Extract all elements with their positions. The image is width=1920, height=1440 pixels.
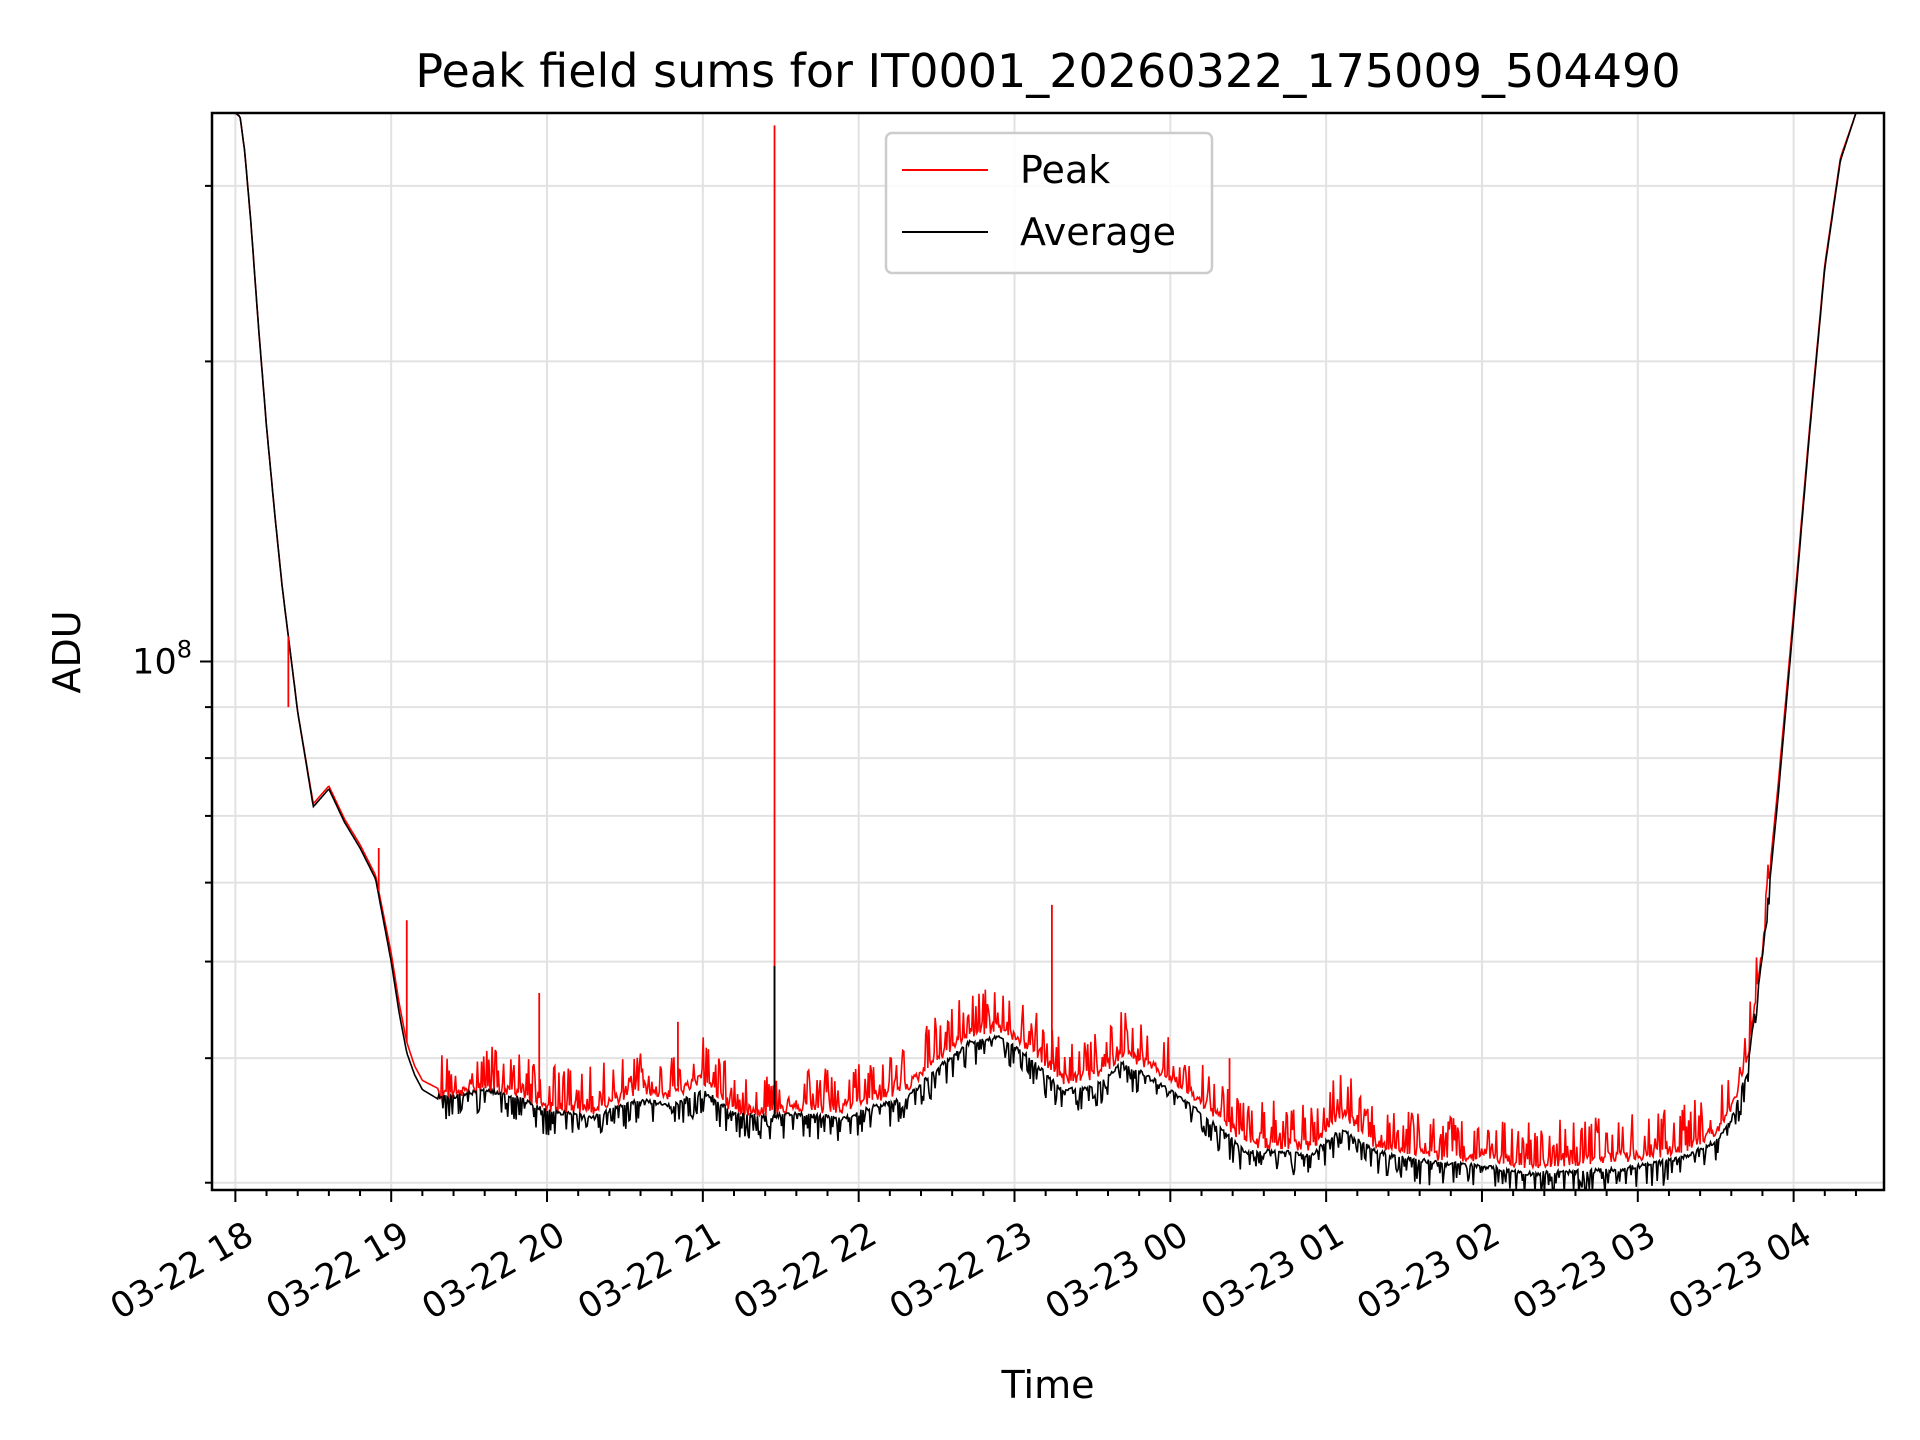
series-line-peak <box>212 113 1884 1171</box>
x-tick-label: 03-22 21 <box>571 1215 727 1328</box>
x-tick-label: 03-22 20 <box>416 1215 572 1328</box>
x-tick-label: 03-23 03 <box>1506 1215 1662 1328</box>
x-tick-label: 03-23 04 <box>1662 1215 1818 1328</box>
legend: Peak Average <box>884 131 1214 275</box>
chart-title: Peak field sums for IT0001_20260322_1750… <box>415 44 1680 98</box>
series-line-average <box>212 113 1884 1190</box>
x-tick-label: 03-22 18 <box>104 1215 260 1328</box>
legend-label-peak: Peak <box>1020 148 1110 192</box>
axis-ticks: 03-22 18 03-22 19 03-22 20 03-22 21 03-22 22… <box>104 184 1857 1328</box>
x-tick-label: 03-23 00 <box>1039 1215 1195 1328</box>
x-axis-label: Time <box>1001 1363 1095 1407</box>
grid-lines <box>212 113 1884 1190</box>
legend-box <box>884 131 1214 275</box>
y-axis-label: ADU <box>45 610 89 693</box>
x-tick-label: 03-23 01 <box>1195 1215 1351 1328</box>
series-layer <box>212 113 1884 1190</box>
legend-label-average: Average <box>1020 210 1176 254</box>
x-tick-label: 03-22 23 <box>883 1215 1039 1328</box>
x-tick-label: 03-22 19 <box>260 1215 416 1328</box>
y-tick-label: 108 <box>132 635 192 682</box>
plot-frame <box>210 111 1886 1192</box>
x-tick-label: 03-22 22 <box>727 1215 883 1328</box>
x-tick-label: 03-23 02 <box>1351 1215 1507 1328</box>
